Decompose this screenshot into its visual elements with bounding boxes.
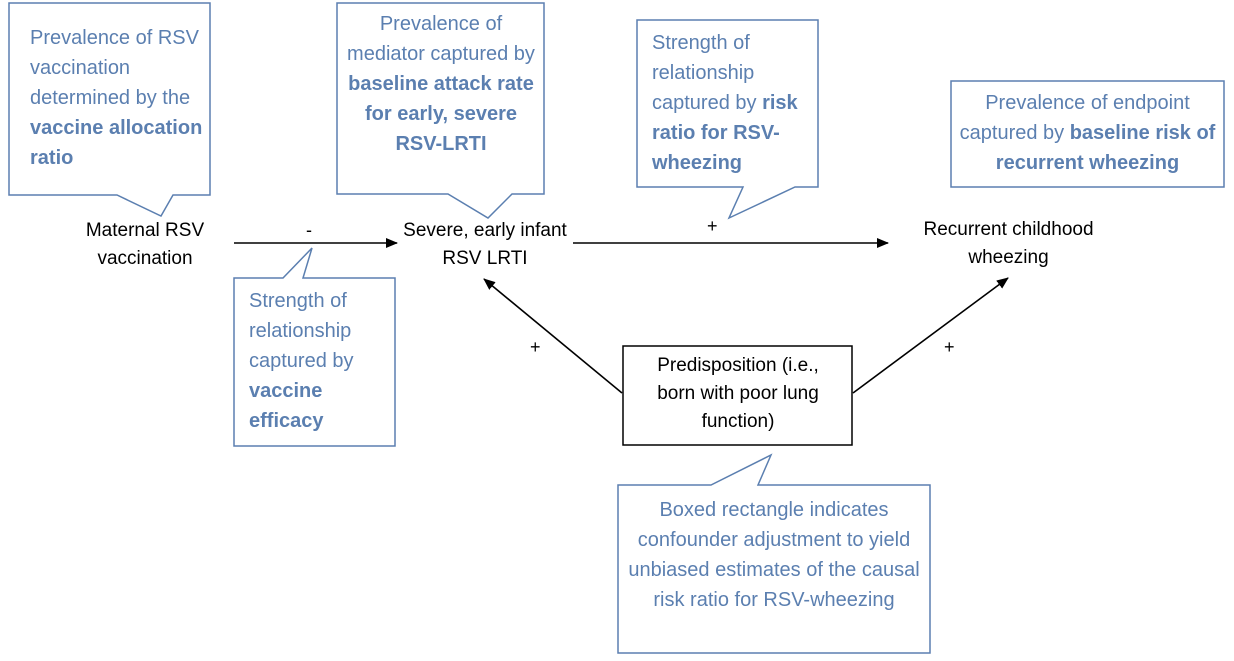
callout-vaccine-efficacy: Strength of relationship captured by vac… bbox=[249, 290, 354, 432]
node-wheezing: Recurrent childhood wheezing bbox=[923, 219, 1094, 268]
callout-vaccine-allocation: Prevalence of RSV vaccination determined… bbox=[30, 27, 203, 169]
callout-box-risk-ratio bbox=[636, 19, 819, 220]
callout-box-vaccine-efficacy bbox=[233, 247, 396, 447]
sign-lrti-to-wheezing: + bbox=[707, 216, 718, 236]
callout-baseline-risk: Prevalence of endpoint captured by basel… bbox=[959, 92, 1216, 174]
arrow-predisposition-to-wheezing bbox=[852, 277, 1009, 394]
callout-box-confounder bbox=[617, 453, 931, 654]
arrow-predisposition-to-lrti bbox=[483, 278, 623, 394]
node-predisposition: Predisposition (i.e., born with poor lun… bbox=[657, 355, 819, 432]
sign-predisposition-to-lrti: + bbox=[530, 337, 541, 357]
callout-box-baseline-attack bbox=[336, 2, 545, 219]
callout-baseline-attack: Prevalence of mediator captured by basel… bbox=[347, 13, 535, 155]
node-vaccination: Maternal RSV vaccination bbox=[85, 220, 205, 269]
predisposition-box bbox=[622, 345, 853, 446]
node-lrti: Severe, early infant RSV LRTI bbox=[403, 220, 567, 269]
callout-box-vaccine-allocation bbox=[8, 2, 211, 217]
sign-predisposition-to-wheezing: + bbox=[944, 337, 955, 357]
sign-vaccination-to-lrti: - bbox=[306, 220, 312, 240]
callout-box-baseline-risk bbox=[950, 80, 1225, 188]
callout-confounder: Boxed rectangle indicates confounder adj… bbox=[628, 499, 920, 611]
callout-risk-ratio: Strength of relationship captured by ris… bbox=[652, 32, 798, 174]
